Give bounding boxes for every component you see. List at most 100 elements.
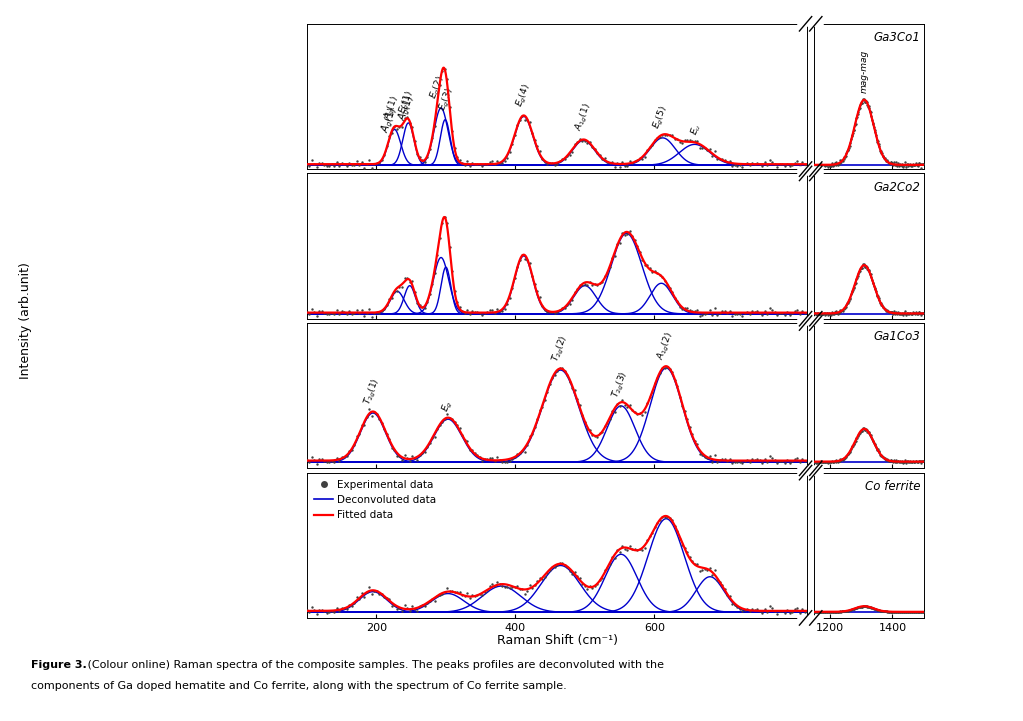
Point xyxy=(477,159,493,170)
Point xyxy=(865,118,882,130)
Point xyxy=(874,299,890,311)
Point xyxy=(822,606,839,618)
Point xyxy=(879,304,895,316)
Point xyxy=(731,309,748,320)
Point xyxy=(554,154,571,165)
Point xyxy=(844,286,860,297)
Point xyxy=(855,260,872,271)
Point xyxy=(879,454,895,465)
Point xyxy=(508,580,525,592)
Point xyxy=(881,158,897,169)
Point xyxy=(649,372,665,384)
Point xyxy=(742,456,758,467)
Point xyxy=(514,110,530,122)
Point xyxy=(814,308,831,319)
Point xyxy=(875,151,891,162)
Point xyxy=(652,367,668,379)
Point xyxy=(731,603,748,614)
Point xyxy=(726,456,743,468)
Point xyxy=(812,159,829,170)
Point xyxy=(873,146,889,157)
Point xyxy=(837,151,853,163)
Point xyxy=(848,433,864,444)
Point xyxy=(356,592,372,603)
Point xyxy=(321,160,338,172)
Point xyxy=(321,309,338,320)
Point xyxy=(875,451,891,463)
Point xyxy=(424,133,440,144)
Point xyxy=(421,143,438,155)
Point xyxy=(858,601,875,612)
Point xyxy=(865,435,882,447)
Point xyxy=(321,456,338,468)
Point xyxy=(414,154,431,166)
Point xyxy=(878,454,894,466)
Point xyxy=(591,277,608,288)
Point xyxy=(657,130,673,141)
Point xyxy=(910,606,927,617)
Point xyxy=(567,138,583,149)
Point xyxy=(368,585,385,597)
Point xyxy=(808,606,825,618)
Point xyxy=(664,514,680,526)
Point xyxy=(862,429,879,441)
Point xyxy=(612,547,628,558)
Point xyxy=(444,413,460,425)
Point xyxy=(662,512,678,523)
Point xyxy=(577,278,593,290)
Point xyxy=(384,600,400,611)
Text: $E_g$: $E_g$ xyxy=(440,398,456,414)
Point xyxy=(702,304,718,316)
Point xyxy=(821,606,838,618)
Point xyxy=(577,580,593,592)
Point xyxy=(892,159,908,171)
Point xyxy=(669,133,685,145)
Point xyxy=(667,133,683,144)
Point xyxy=(316,307,332,319)
Point xyxy=(674,539,691,551)
Point xyxy=(424,433,440,444)
Point xyxy=(636,406,653,417)
Point xyxy=(459,588,476,599)
Point xyxy=(874,450,890,461)
Point xyxy=(596,420,613,431)
Point xyxy=(891,158,907,169)
Point xyxy=(536,394,552,405)
Point xyxy=(354,304,370,316)
Point xyxy=(855,94,872,106)
Point xyxy=(838,451,854,463)
Point xyxy=(879,454,895,466)
Text: $E_g(1)$: $E_g(1)$ xyxy=(397,89,417,116)
Point xyxy=(622,225,638,236)
Text: $A_{1g}(2)$: $A_{1g}(2)$ xyxy=(655,331,677,363)
Point xyxy=(512,448,528,459)
Point xyxy=(842,445,858,456)
Point xyxy=(432,79,448,91)
Point xyxy=(659,511,675,523)
Point xyxy=(815,308,832,319)
Point xyxy=(599,267,616,278)
Point xyxy=(857,424,874,435)
Point xyxy=(826,308,842,319)
Point xyxy=(873,449,889,461)
Point xyxy=(872,604,888,616)
Point xyxy=(456,434,473,446)
Point xyxy=(889,160,905,172)
Point xyxy=(884,455,900,466)
Point xyxy=(584,279,601,291)
Point xyxy=(832,606,848,617)
Text: $E_g(3)$: $E_g(3)$ xyxy=(437,86,457,112)
Point xyxy=(906,159,923,170)
Point xyxy=(815,159,832,171)
Point xyxy=(562,298,578,309)
Point xyxy=(841,605,857,616)
Point xyxy=(865,122,882,133)
Point xyxy=(586,580,603,591)
Point xyxy=(444,585,460,597)
Point xyxy=(399,112,415,123)
Point xyxy=(875,301,891,312)
Point xyxy=(591,149,608,160)
Point xyxy=(901,159,918,171)
Point xyxy=(466,447,483,459)
Point xyxy=(807,308,824,319)
